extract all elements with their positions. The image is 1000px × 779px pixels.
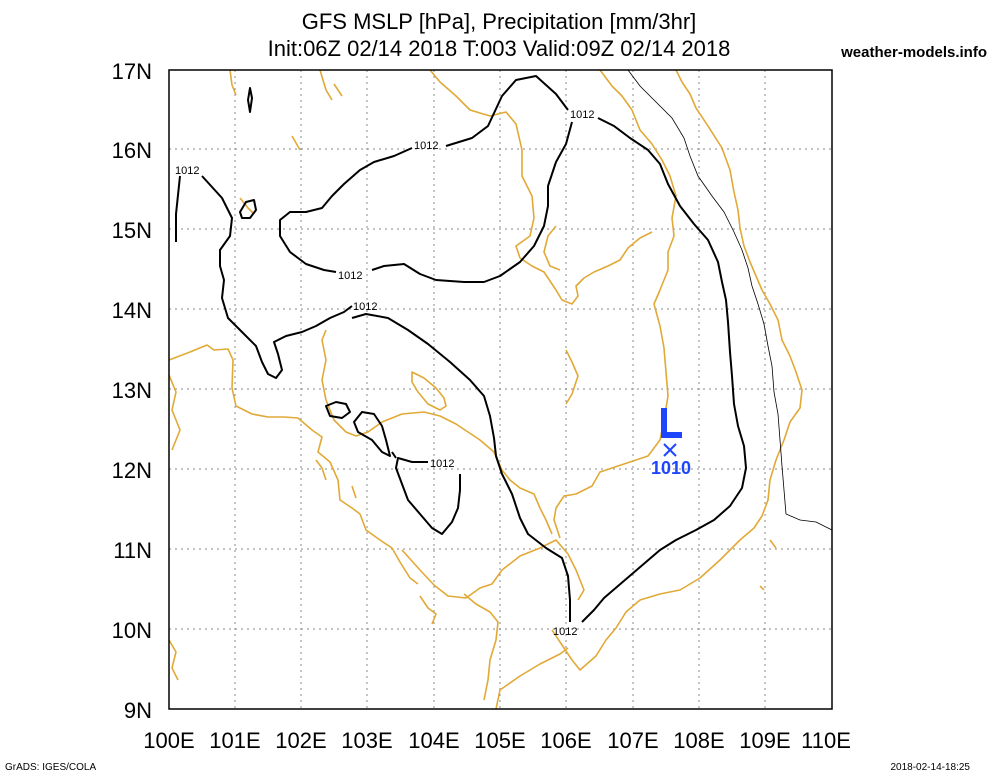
title-line-1: GFS MSLP [hPa], Precipitation [mm/3hr]: [301, 9, 697, 34]
coast-west-edge: [168, 374, 181, 451]
lat-tick-label: 15N: [112, 218, 152, 243]
low-letter-L: [661, 408, 682, 438]
lat-tick-label: 13N: [112, 378, 152, 403]
isobar-1012-inner-middle: [371, 121, 573, 283]
low-pressure-center: 1010: [651, 408, 691, 478]
border-laos-east: [553, 69, 677, 539]
low-pressure-value: 1010: [651, 458, 691, 478]
border-laos-north: [229, 69, 535, 259]
isobar-label: 1012: [570, 109, 594, 121]
lat-axis: 17N 16N 15N 14N 13N 12N 11N 10N 9N: [112, 59, 152, 723]
lon-tick-label: 110E: [801, 728, 851, 753]
isobar-closed-small-2: [239, 199, 257, 219]
coast-mekong-delta: [551, 69, 803, 671]
lake-tonle-sap: [411, 371, 447, 411]
isobar-closed-small-1: [247, 87, 253, 113]
lon-tick-label: 109E: [739, 728, 790, 753]
border-south-enclave: [419, 593, 499, 701]
isobar-1012-southwest-lobe: [391, 451, 461, 535]
grads-credit: GrADS: IGES/COLA: [5, 762, 97, 773]
site-credit: weather-models.info: [841, 44, 987, 61]
lon-tick-label: 107E: [607, 728, 658, 753]
low-x-marker: [663, 443, 677, 457]
isobar-labels: 1012 1012 1012 1012 1012 1012 1012: [175, 109, 594, 638]
lon-tick-label: 105E: [474, 728, 525, 753]
isobar-closed-small-3: [325, 401, 351, 419]
isobar-1012-central: [351, 313, 571, 622]
lat-tick-label: 12N: [112, 458, 152, 483]
lon-axis: 100E 101E 102E 103E 104E 105E 106E 107E …: [143, 728, 851, 753]
generation-timestamp: 2018-02-14-18:25: [890, 762, 970, 773]
isobar-label: 1012: [553, 626, 577, 638]
isobar-1012-north-loop: [279, 75, 569, 273]
lon-tick-label: 103E: [341, 728, 392, 753]
lat-tick-label: 17N: [112, 59, 152, 84]
title-line-2: Init:06Z 02/14 2018 T:003 Valid:09Z 02/1…: [267, 36, 731, 61]
lat-tick-label: 10N: [112, 618, 152, 643]
lon-tick-label: 101E: [209, 728, 260, 753]
coast-vietnam-south-tip: [495, 647, 569, 710]
lon-tick-label: 108E: [673, 728, 724, 753]
isobar-label: 1012: [338, 270, 362, 282]
border-laos-thailand: [519, 231, 653, 305]
lon-tick-label: 104E: [408, 728, 459, 753]
isobar-label: 1012: [430, 458, 454, 470]
lon-tick-label: 106E: [540, 728, 591, 753]
lat-tick-label: 14N: [112, 298, 152, 323]
thin-coast-line: [627, 69, 833, 531]
isobar-closed-small-4: [353, 411, 391, 457]
coast-vietnam-central-islands: [759, 539, 777, 591]
coast-north-fragments: [239, 83, 343, 215]
coast-cambodia-south: [401, 539, 585, 601]
map-frame: [168, 69, 833, 710]
isobar-1012-northern: [175, 175, 353, 379]
isobar-label: 1012: [414, 140, 438, 152]
lat-tick-label: 11N: [113, 538, 152, 563]
isobar-label: 1012: [175, 165, 199, 177]
isobars: [175, 75, 747, 623]
lon-tick-label: 100E: [143, 728, 194, 753]
lon-tick-label: 102E: [275, 728, 326, 753]
islands-southwest: [168, 459, 357, 681]
river-mekong-upper: [543, 225, 579, 405]
border-thailand-cambodia: [321, 329, 553, 535]
isobar-label: 1012: [353, 301, 377, 313]
lat-tick-label: 9N: [124, 698, 152, 723]
lat-tick-label: 16N: [112, 138, 152, 163]
coast-gulf-of-thailand-west: [168, 344, 419, 585]
coastlines-and-borders: [168, 69, 803, 710]
isobar-1012-east: [581, 117, 747, 623]
